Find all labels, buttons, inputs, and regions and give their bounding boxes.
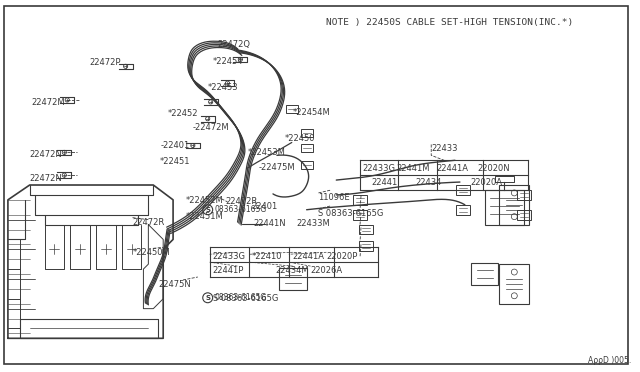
Text: *22454M: *22454M bbox=[292, 108, 330, 117]
Bar bbox=[484, 190, 524, 225]
Text: *22453M: *22453M bbox=[247, 148, 285, 157]
Text: 22433M: 22433M bbox=[297, 219, 330, 228]
Bar bbox=[301, 144, 312, 153]
Text: AρρD )005.: AρρD )005. bbox=[589, 356, 632, 365]
Bar bbox=[499, 185, 529, 225]
Bar bbox=[353, 195, 367, 205]
Text: NOTE ) 22450S CABLE SET-HIGH TENSION(INC.*): NOTE ) 22450S CABLE SET-HIGH TENSION(INC… bbox=[326, 18, 573, 27]
Bar bbox=[471, 263, 499, 285]
Text: *22451: *22451 bbox=[160, 157, 191, 166]
Text: 08363-6165G: 08363-6165G bbox=[214, 293, 267, 302]
Text: *22452M: *22452M bbox=[186, 196, 224, 205]
Bar bbox=[301, 161, 312, 169]
Text: *22410: *22410 bbox=[252, 252, 283, 261]
Text: 22472Q: 22472Q bbox=[218, 40, 251, 49]
Text: 22441A: 22441A bbox=[436, 164, 468, 173]
Text: 22441: 22441 bbox=[372, 178, 398, 187]
Text: 22472R: 22472R bbox=[225, 197, 258, 206]
Bar bbox=[359, 225, 373, 234]
Bar bbox=[456, 185, 470, 195]
Text: 22020A: 22020A bbox=[471, 178, 503, 187]
Text: 22472N: 22472N bbox=[29, 174, 63, 183]
Text: 22472P: 22472P bbox=[89, 58, 120, 67]
Bar bbox=[301, 129, 312, 137]
Text: 22441N: 22441N bbox=[253, 219, 286, 228]
Text: 22441M: 22441M bbox=[397, 164, 430, 173]
Text: 22472R: 22472R bbox=[132, 218, 164, 227]
Bar bbox=[517, 190, 531, 200]
Text: 22441P: 22441P bbox=[212, 266, 244, 275]
Text: 22472M: 22472M bbox=[31, 98, 65, 107]
Text: -22472M: -22472M bbox=[193, 123, 230, 132]
Text: -22401: -22401 bbox=[160, 141, 189, 150]
Text: S 08363-6165G: S 08363-6165G bbox=[212, 294, 278, 303]
Text: S: S bbox=[205, 295, 210, 301]
Text: 22401: 22401 bbox=[252, 202, 278, 211]
Bar bbox=[353, 210, 367, 219]
Text: 11096E: 11096E bbox=[319, 193, 350, 202]
Bar bbox=[359, 241, 373, 251]
Text: *22454: *22454 bbox=[212, 57, 243, 67]
Bar bbox=[279, 268, 307, 290]
Text: *22451M: *22451M bbox=[186, 212, 224, 221]
Text: 22020P: 22020P bbox=[326, 252, 358, 261]
Text: *22450M: *22450M bbox=[132, 248, 170, 257]
Text: 22475N: 22475N bbox=[158, 280, 191, 289]
Bar bbox=[456, 205, 470, 215]
Text: 22434M: 22434M bbox=[275, 266, 308, 275]
Text: 22020N: 22020N bbox=[477, 164, 510, 173]
Text: S: S bbox=[205, 207, 210, 213]
Text: -22475M: -22475M bbox=[258, 163, 295, 172]
Text: 08363-6165G: 08363-6165G bbox=[214, 205, 267, 214]
Text: 22433G: 22433G bbox=[212, 252, 246, 261]
Bar bbox=[517, 210, 531, 219]
Text: 22472N: 22472N bbox=[29, 150, 63, 159]
Bar bbox=[286, 105, 298, 113]
Text: *22452: *22452 bbox=[168, 109, 198, 118]
Bar bbox=[499, 264, 529, 304]
Text: S 08363-6165G: S 08363-6165G bbox=[319, 209, 384, 218]
Text: 22441A: 22441A bbox=[292, 252, 324, 261]
Text: 22433: 22433 bbox=[431, 144, 458, 154]
Text: *22450: *22450 bbox=[285, 134, 316, 142]
Text: *22453: *22453 bbox=[208, 83, 238, 92]
Text: 22434: 22434 bbox=[415, 178, 442, 187]
Text: 22433G: 22433G bbox=[362, 164, 395, 173]
Text: 22026A: 22026A bbox=[310, 266, 342, 275]
